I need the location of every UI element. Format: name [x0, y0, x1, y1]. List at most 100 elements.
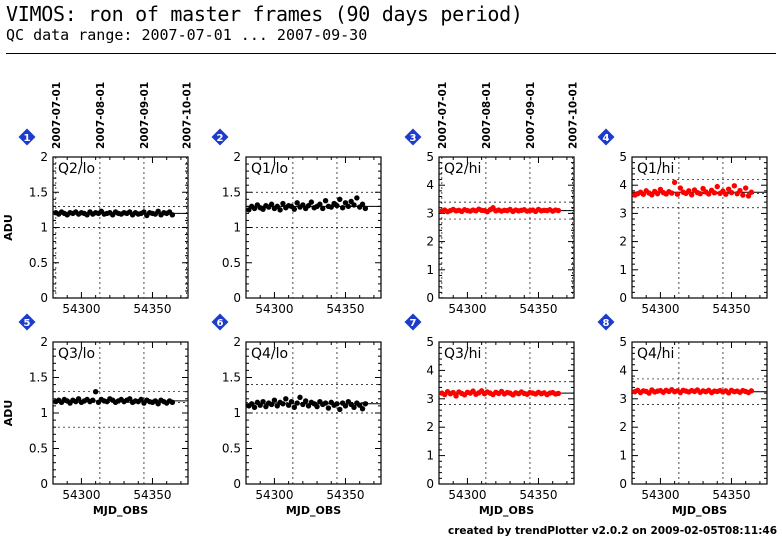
x-tick-label: 54300 [641, 488, 679, 502]
data-point [320, 205, 326, 212]
data-point [308, 199, 315, 205]
y-tick-label: 1 [40, 221, 48, 235]
data-point [745, 193, 752, 199]
panel-label: Q1/hi [637, 161, 674, 177]
panel-label: Q2/hi [444, 161, 481, 177]
data-point [654, 190, 661, 197]
data-point [260, 398, 266, 405]
x-tick-label: 54350 [519, 488, 557, 502]
date-tick-label: 2007-08-01 [481, 82, 493, 149]
data-point [748, 189, 755, 195]
y-tick-label: 5 [619, 150, 627, 164]
x-tick-label: 54350 [326, 488, 364, 502]
panel-7: 0 1 2 3 4 5 54300 54350 Q3/hi 7 MJD_OBS [404, 313, 575, 517]
y-tick-label: 0.5 [29, 256, 48, 270]
panel-number-badge [597, 313, 615, 331]
y-tick-label: 5 [426, 150, 434, 164]
data-point [354, 195, 360, 201]
panel-number-badge [404, 313, 422, 331]
data-point [294, 400, 300, 406]
data-point [706, 191, 712, 197]
y-tick-label: 3 [426, 392, 434, 406]
data-point [334, 401, 340, 407]
x-axis-label: MJD_OBS [286, 504, 341, 517]
y-tick-label: 2 [426, 235, 434, 249]
date-tick-label: 2007-10-01 [182, 82, 194, 149]
y-tick-label: 5 [426, 335, 434, 349]
footer-credit: created by trendPlotter v2.0.2 on 2009-0… [448, 525, 778, 537]
data-point [748, 388, 755, 394]
panel-number: 8 [603, 318, 610, 329]
data-point [697, 190, 703, 197]
data-point [334, 202, 340, 209]
y-tick-label: 3 [619, 206, 627, 220]
y-tick-label: 0 [619, 291, 627, 305]
data-point [291, 206, 298, 212]
data-point [362, 205, 369, 212]
y-tick-label: 5 [619, 335, 627, 349]
x-tick-label: 54350 [133, 488, 171, 502]
y-tick-label: 0 [426, 477, 434, 491]
panel-3: 0 1 2 3 4 5 54300 54350 2007-07-01 2007-08-01 2007… [404, 82, 580, 316]
panel-label: Q3/hi [444, 346, 481, 362]
x-tick-label: 54300 [62, 488, 100, 502]
y-tick-label: 0.5 [222, 256, 241, 270]
x-tick-label: 54350 [712, 302, 750, 316]
panel-label: Q2/lo [58, 161, 95, 177]
y-tick-label: 2 [619, 235, 627, 249]
data-point [251, 404, 258, 411]
x-tick-label: 54300 [255, 302, 293, 316]
y-tick-label: 0 [233, 477, 241, 491]
y-tick-label: 0 [40, 477, 48, 491]
x-tick-label: 54300 [641, 302, 679, 316]
y-tick-label: 1 [619, 449, 627, 463]
data-point [555, 207, 562, 214]
panel-8: 0 1 2 3 4 5 54300 54350 Q4/hi 8 MJD_OBS [597, 313, 768, 517]
y-tick-label: 0 [619, 477, 627, 491]
data-point [92, 389, 99, 395]
x-tick-label: 54350 [712, 488, 750, 502]
y-tick-label: 1 [426, 263, 434, 277]
data-point [317, 201, 323, 207]
data-point [302, 398, 309, 404]
y-tick-label: 4 [619, 178, 627, 192]
date-tick-label: 2007-07-01 [51, 82, 63, 149]
data-point [723, 191, 729, 197]
panel-6: 0 0.5 1 1.5 2 54300 54350 Q4/lo 6 [211, 313, 382, 502]
y-tick-label: 2 [233, 150, 241, 164]
y-tick-label: 0.5 [222, 442, 241, 456]
data-point [322, 400, 329, 406]
x-tick-label: 54350 [326, 302, 364, 316]
x-tick-label: 54350 [133, 302, 171, 316]
data-point [674, 191, 681, 197]
y-tick-label: 4 [619, 363, 627, 377]
panel-number: 3 [410, 133, 417, 144]
y-tick-label: 1.5 [222, 371, 241, 385]
date-tick-label: 2007-09-01 [525, 82, 537, 149]
data-point [314, 403, 320, 410]
y-tick-label: 3 [619, 392, 627, 406]
panel-number: 6 [217, 318, 224, 329]
data-point [90, 397, 96, 403]
plot-frame [631, 156, 768, 299]
data-point [345, 203, 352, 210]
data-point [359, 201, 366, 207]
date-tick-label: 2007-09-01 [139, 82, 151, 149]
panel-number-badge [211, 313, 229, 331]
y-tick-label: 1 [233, 406, 241, 420]
y-tick-label: 2 [619, 420, 627, 434]
data-point [742, 185, 749, 191]
data-point [288, 398, 295, 405]
data-point [351, 404, 357, 411]
y-tick-label: 2 [40, 335, 48, 349]
data-point [342, 403, 349, 409]
y-tick-label: 3 [426, 206, 434, 220]
data-point [737, 187, 743, 194]
date-tick-label: 2007-10-01 [568, 82, 580, 149]
data-point [337, 406, 343, 413]
y-tick-label: 0 [40, 291, 48, 305]
data-point [322, 198, 329, 204]
x-tick-label: 54300 [255, 488, 293, 502]
data-point [325, 405, 332, 411]
